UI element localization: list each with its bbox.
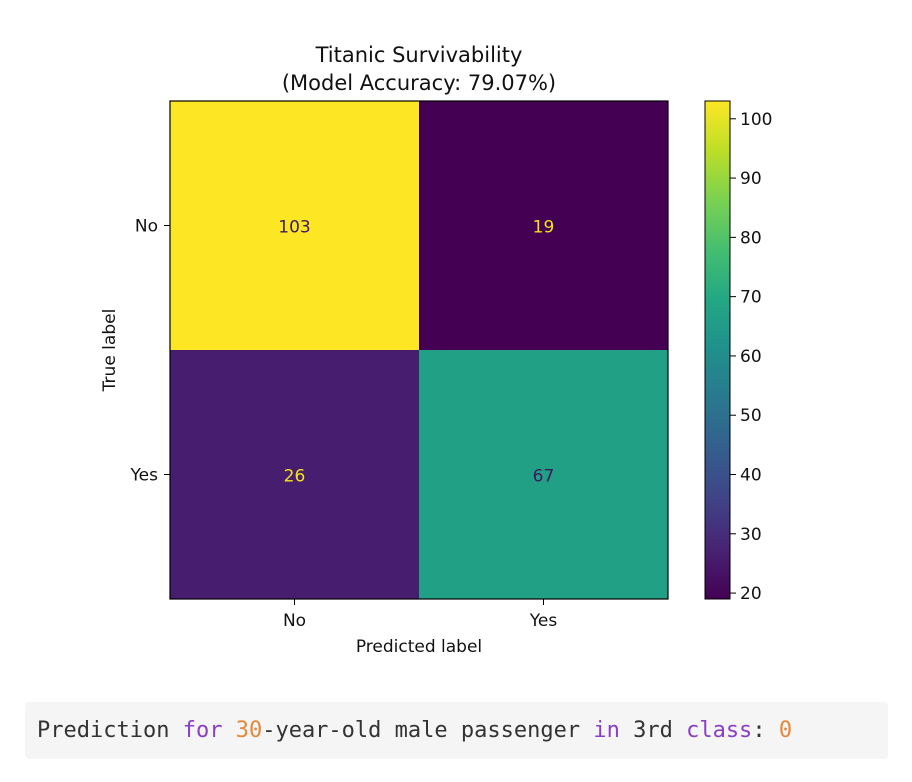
- colorbar-tick-label: 90: [740, 169, 762, 189]
- colorbar-tick-label: 60: [740, 347, 762, 367]
- colorbar-tick-label: 50: [740, 406, 762, 426]
- colorbar-tick-label: 70: [740, 288, 762, 308]
- colorbar-tick-label: 20: [740, 584, 762, 604]
- matrix-cell: [419, 101, 668, 350]
- matrix-cell: [170, 101, 419, 350]
- output-token-plain: Prediction: [37, 718, 183, 743]
- y-tick-label: No: [135, 217, 158, 237]
- x-tick-label: Yes: [529, 611, 558, 631]
- confusion-matrix-figure: Titanic Survivability (Model Accuracy: 79…: [100, 43, 772, 657]
- cell-value-label: 67: [533, 467, 555, 487]
- y-axis-label: True label: [100, 309, 120, 393]
- plot-frame: [169, 100, 669, 600]
- output-token-number: 0: [778, 718, 793, 743]
- output-token-plain: 3rd: [619, 718, 687, 743]
- colorbar-frame: [704, 100, 731, 600]
- output-token-keyword: class: [686, 718, 753, 743]
- matrix-cell: [419, 350, 668, 599]
- chart-subtitle: (Model Accuracy: 79.07%): [282, 71, 556, 95]
- colorbar-tick-label: 40: [740, 466, 762, 486]
- output-token-plain: :: [752, 718, 779, 743]
- cell-value-label: 19: [533, 218, 555, 238]
- colorbar-tick-label: 30: [740, 525, 762, 545]
- output-token-plain: [222, 718, 235, 743]
- cell-value-label: 26: [284, 467, 306, 487]
- prediction-output: Prediction for 30 -year-old male passenge…: [25, 702, 888, 759]
- cell-value-label: 103: [278, 218, 310, 238]
- confusion-matrix-chart: Titanic Survivability (Model Accuracy: 79…: [100, 43, 772, 657]
- colorbar: [705, 101, 730, 599]
- chart-title: Titanic Survivability: [315, 43, 523, 67]
- output-token-keyword: for: [182, 718, 223, 743]
- matrix-cell: [170, 350, 419, 599]
- x-axis-label: Predicted label: [356, 637, 482, 657]
- colorbar-tick-label: 80: [740, 228, 762, 248]
- y-tick-label: Yes: [130, 466, 159, 486]
- output-token-number: 30: [235, 718, 263, 743]
- colorbar-tick-label: 100: [740, 110, 772, 130]
- output-token-keyword: in: [593, 718, 620, 743]
- x-tick-label: No: [283, 611, 306, 631]
- output-token-plain: -year-old male passenger: [262, 718, 594, 743]
